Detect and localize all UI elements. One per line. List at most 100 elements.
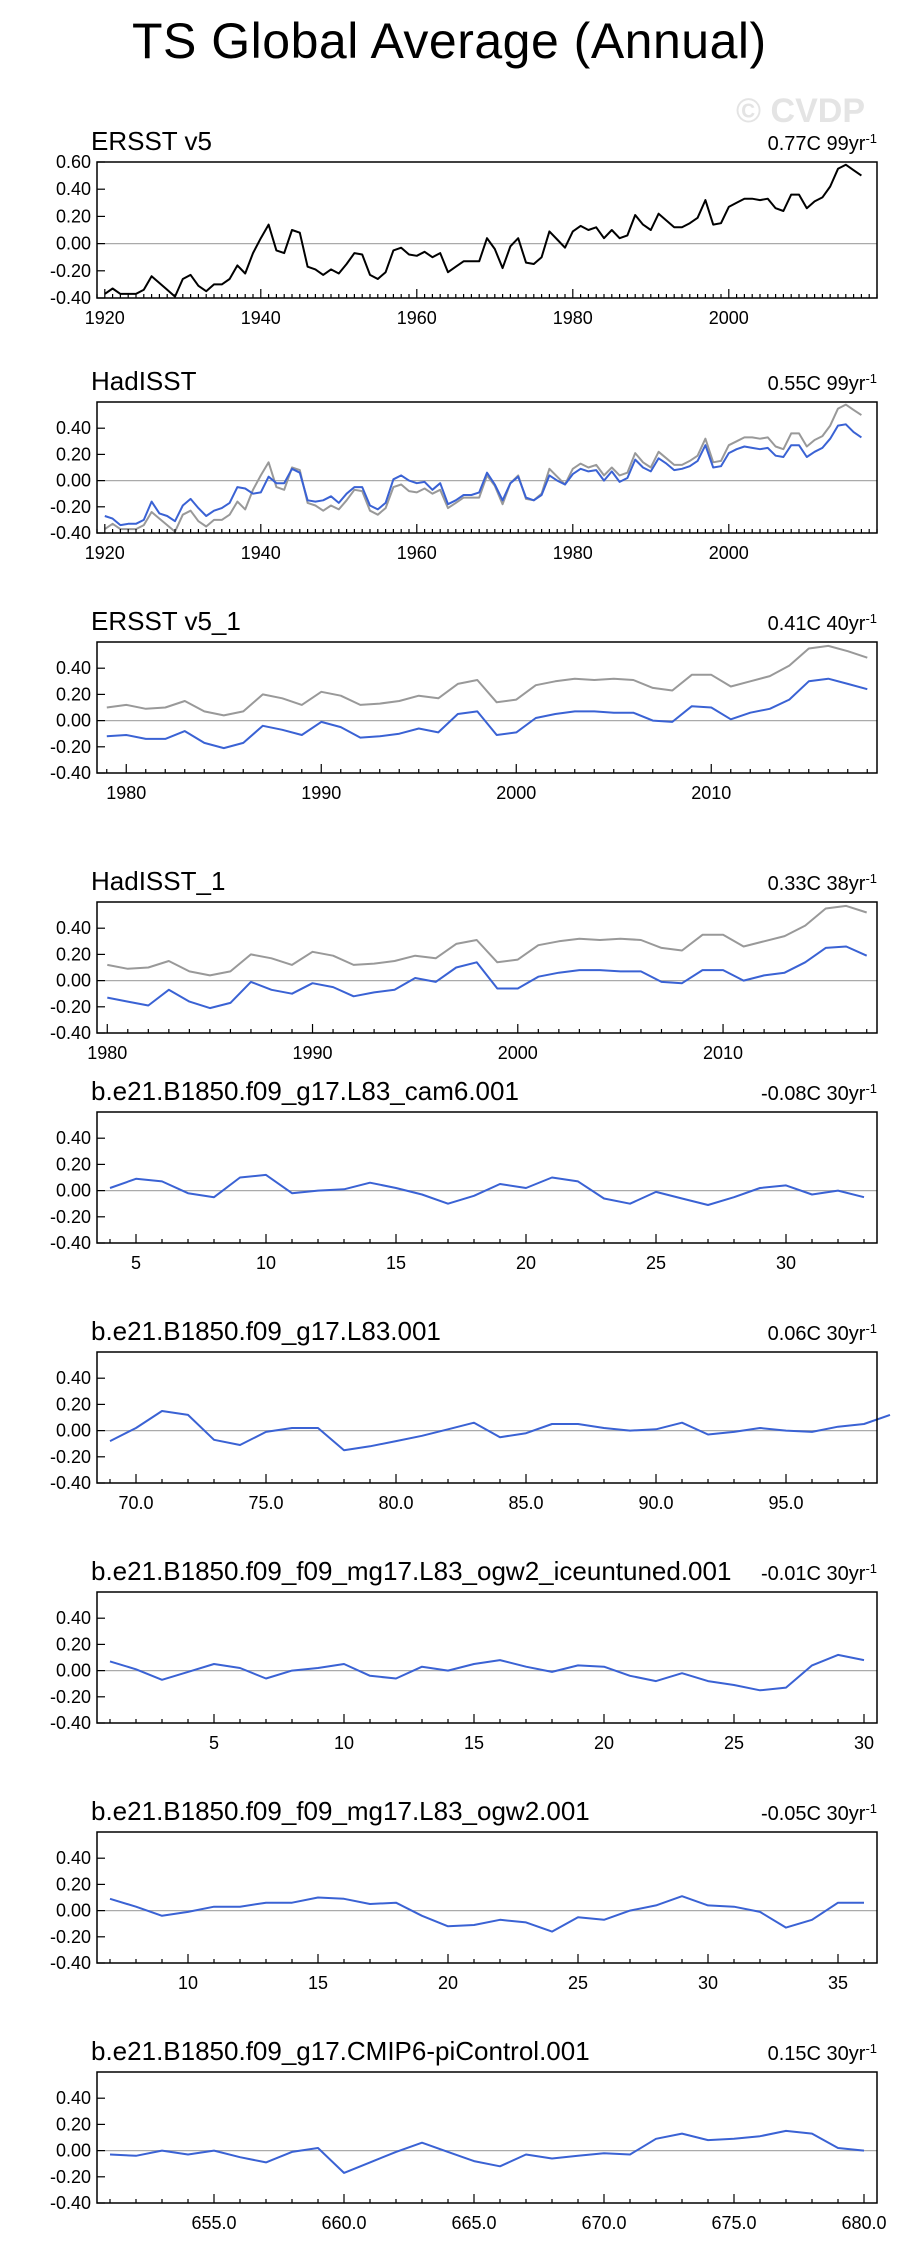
x-tick-label: 20 [438,1973,458,1993]
y-tick-label: -0.40 [50,1233,91,1253]
x-tick-label: 20 [516,1253,536,1273]
y-tick-label: 0.20 [56,684,91,704]
x-tick-label: 10 [334,1733,354,1753]
x-tick-label: 675.0 [711,2213,756,2233]
y-tick-label: -0.20 [50,1687,91,1707]
panel-title: b.e21.B1850.f09_f09_mg17.L83_ogw2_iceunt… [91,1556,731,1586]
y-tick-label: 0.40 [56,918,91,938]
chart-panel-1: ERSST v5 0.77C 99yr-1 -0.40 -0.20 0.00 0.20 0.… [50,126,878,328]
trend-label: 0.33C 38yr-1 [768,871,877,896]
trend-label: 0.55C 99yr-1 [768,371,877,396]
chart-panel-9: b.e21.B1850.f09_g17.CMIP6-piControl.001 0… [50,2036,887,2233]
y-tick-label: -0.40 [50,1713,91,1733]
x-tick-label: 1980 [553,543,593,563]
x-tick-label: 30 [854,1733,874,1753]
chart-panel-7: b.e21.B1850.f09_f09_mg17.L83_ogw2_iceunt… [50,1556,878,1753]
series-line-obs [104,163,862,298]
y-tick-label: 0.20 [56,206,91,226]
chart-panel-5: b.e21.B1850.f09_g17.L83_cam6.001 -0.08C 3… [50,1076,878,1273]
y-tick-label: 0.00 [56,711,91,731]
x-tick-label: 2000 [496,783,536,803]
y-tick-label: 0.40 [56,418,91,438]
panel-title: b.e21.B1850.f09_f09_mg17.L83_ogw2.001 [91,1796,590,1826]
x-tick-label: 1940 [241,543,281,563]
y-tick-label: 0.00 [56,471,91,491]
y-tick-label: 0.20 [56,1154,91,1174]
x-tick-label: 70.0 [118,1493,153,1513]
plot-frame [96,1831,878,1964]
y-tick-label: 0.00 [56,1421,91,1441]
x-tick-label: 10 [256,1253,276,1273]
x-tick-label: 1980 [87,1043,127,1063]
x-tick-label: 1980 [553,308,593,328]
y-tick-label: -0.20 [50,737,91,757]
x-tick-label: 1920 [85,308,125,328]
series-line-model [107,945,868,1010]
trend-superscript: -1 [865,1561,877,1576]
y-tick-label: 0.40 [56,1128,91,1148]
y-tick-label: 0.20 [56,2114,91,2134]
y-tick-label: -0.40 [50,1473,91,1493]
y-tick-label: 0.40 [56,179,91,199]
cvdp-watermark: © CVDP [736,92,865,130]
x-tick-label: 15 [464,1733,484,1753]
x-tick-label: 35 [828,1973,848,1993]
x-tick-label: 1940 [241,308,281,328]
trend-superscript: -1 [865,371,877,386]
y-tick-label: 0.20 [56,1874,91,1894]
x-tick-label: 75.0 [248,1493,283,1513]
trend-label: 0.15C 30yr-1 [768,2041,877,2066]
panel-title: HadISST [91,366,197,396]
y-tick-label: 0.60 [56,152,91,172]
series-line-model [109,1653,865,1692]
y-tick-label: -0.40 [50,1953,91,1973]
y-tick-label: 0.00 [56,234,91,254]
series-line-ref [106,644,868,717]
series-line-model [109,1173,865,1206]
x-tick-label: 1960 [397,543,437,563]
x-tick-label: 80.0 [378,1493,413,1513]
chart-panel-4: HadISST_1 0.33C 38yr-1 -0.40 -0.20 0.00 0.20 0… [50,866,878,1063]
panel-title: HadISST_1 [91,866,225,896]
trend-superscript: -1 [865,1801,877,1816]
x-tick-label: 665.0 [451,2213,496,2233]
x-tick-label: 1960 [397,308,437,328]
y-tick-label: -0.20 [50,497,91,517]
x-tick-label: 2000 [498,1043,538,1063]
y-tick-label: 0.00 [56,971,91,991]
series-line-model [109,2129,865,2174]
y-tick-label: 0.20 [56,944,91,964]
y-tick-label: -0.40 [50,2193,91,2213]
x-tick-label: 5 [131,1253,141,1273]
x-tick-label: 2010 [703,1043,743,1063]
y-tick-label: -0.20 [50,1207,91,1227]
trend-superscript: -1 [865,611,877,626]
plot-frame [96,161,878,299]
x-tick-label: 2000 [709,543,749,563]
y-tick-label: 0.00 [56,1661,91,1681]
y-tick-label: -0.40 [50,1023,91,1043]
y-tick-label: 0.00 [56,1181,91,1201]
x-tick-label: 15 [386,1253,406,1273]
x-tick-label: 85.0 [508,1493,543,1513]
series-line-model [106,677,868,750]
y-tick-label: 0.40 [56,2088,91,2108]
series-line-model [109,1410,891,1452]
series-line-ref [107,904,868,977]
x-tick-label: 90.0 [638,1493,673,1513]
trend-label: -0.08C 30yr-1 [761,1081,877,1106]
trend-label: -0.01C 30yr-1 [761,1561,877,1586]
x-tick-label: 1990 [293,1043,333,1063]
plot-frame [96,2071,878,2204]
panel-title: b.e21.B1850.f09_g17.L83.001 [91,1316,441,1346]
y-tick-label: 0.00 [56,1901,91,1921]
y-tick-label: -0.20 [50,1447,91,1467]
trend-superscript: -1 [865,1321,877,1336]
y-tick-label: -0.40 [50,288,91,308]
y-tick-label: 0.20 [56,1634,91,1654]
plot-frame [96,1351,878,1484]
chart-panel-2: HadISST 0.55C 99yr-1 -0.40 -0.20 0.00 0.20 0.4… [50,366,878,563]
panel-title: ERSST v5 [91,126,212,156]
trend-superscript: -1 [865,1081,877,1096]
